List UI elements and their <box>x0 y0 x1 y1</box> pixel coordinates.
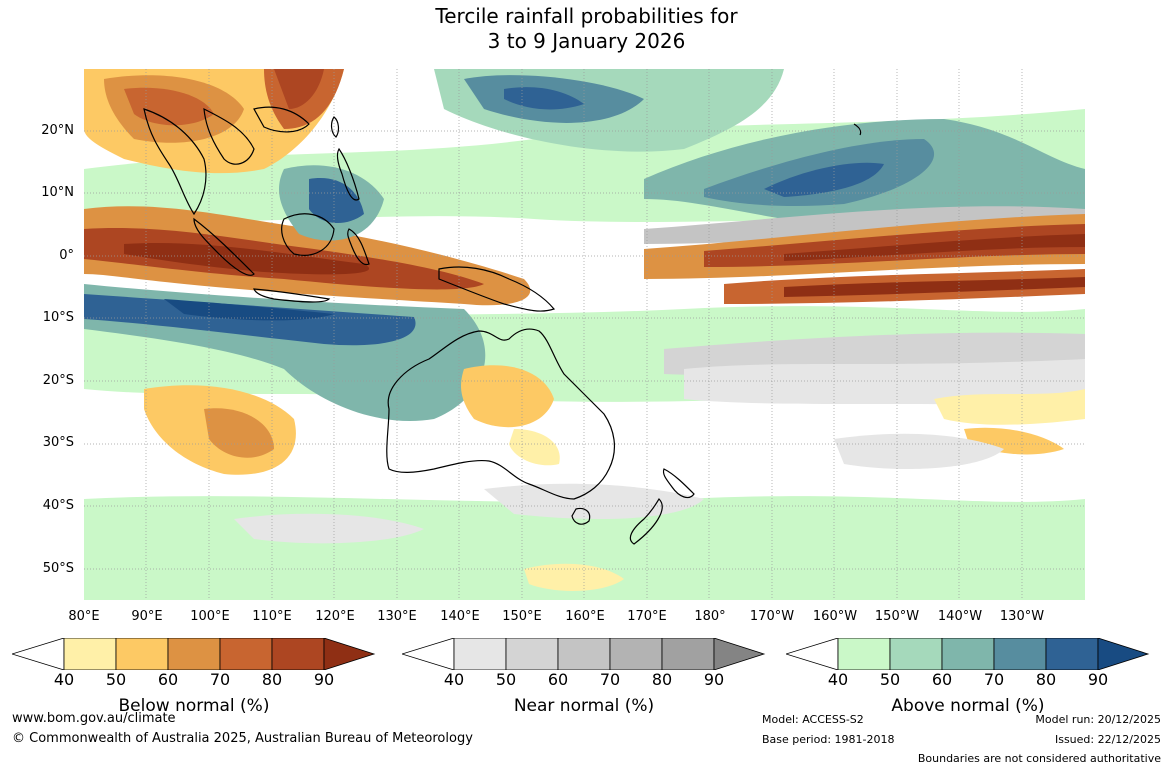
lat-label-0: 0° <box>59 248 74 263</box>
colorbar-swatch <box>453 638 507 670</box>
lon-label-170w: 170°W <box>749 609 795 624</box>
colorbar-swatch <box>889 638 943 670</box>
lon-label-130w: 130°W <box>999 609 1045 624</box>
lon-label-160w: 160°W <box>812 609 858 624</box>
indochina-coast <box>143 108 207 216</box>
lon-label-100e: 100°E <box>190 609 230 624</box>
colorbar-tick: 60 <box>931 670 953 689</box>
colorbar-swatch <box>219 638 273 670</box>
colorbar-swatch <box>63 638 117 670</box>
lon-label-90e: 90°E <box>131 609 163 624</box>
colorbar-extend-arrow <box>1097 638 1150 670</box>
footer-disclaimer: Boundaries are not considered authoritat… <box>917 752 1161 765</box>
lat-label-10n: 10°N <box>41 185 74 200</box>
colorbar-swatch <box>993 638 1047 670</box>
colorbar-extend-arrow <box>323 638 376 670</box>
lon-label-120e: 120°E <box>315 609 355 624</box>
colorbar-tick: 90 <box>703 670 725 689</box>
lon-label-110e: 110°E <box>252 609 292 624</box>
colorbar-extend-arrow <box>713 638 766 670</box>
colorbar-swatch <box>661 638 715 670</box>
footer-url[interactable]: www.bom.gov.au/climate <box>12 711 176 726</box>
colorbar-tick: 80 <box>651 670 673 689</box>
lat-label-20n: 20°N <box>41 123 74 138</box>
colorbar-tick: 80 <box>261 670 283 689</box>
lon-label-140e: 140°E <box>440 609 480 624</box>
colorbar-near-normal <box>402 638 766 670</box>
footer-model-run: Model run: 20/12/2025 <box>1035 713 1161 726</box>
nz-south-coast <box>629 498 663 545</box>
lat-label-20s: 20°S <box>42 373 74 388</box>
colorbar-tick: 60 <box>547 670 569 689</box>
map-title: Tercile rainfall probabilities for 3 to … <box>0 4 1173 54</box>
colorbar-below-normal <box>12 638 376 670</box>
colorbar-swatch <box>557 638 611 670</box>
lat-label-50s: 50°S <box>42 561 74 576</box>
colorbar-tick: 40 <box>53 670 75 689</box>
lon-label-80e: 80°E <box>68 609 100 624</box>
title-line-1: Tercile rainfall probabilities for <box>435 4 738 28</box>
lon-label-130e: 130°E <box>377 609 417 624</box>
colorbar-tick: 40 <box>443 670 465 689</box>
footer-base-period: Base period: 1981-2018 <box>762 733 895 746</box>
coastlines <box>143 106 862 545</box>
colorbar-swatch <box>115 638 169 670</box>
colorbar-tick: 90 <box>313 670 335 689</box>
vietnam-coast <box>203 107 255 165</box>
colorbar-tick: 70 <box>599 670 621 689</box>
lat-label-40s: 40°S <box>42 498 74 513</box>
probability-fields <box>84 69 1085 600</box>
colorbar-label-near: Near normal (%) <box>513 696 655 716</box>
colorbar-swatch <box>609 638 663 670</box>
colorbar-tick: 40 <box>827 670 849 689</box>
footer-issued: Issued: 22/12/2025 <box>1054 733 1161 746</box>
nz-north-coast <box>662 468 695 499</box>
footer-copyright: © Commonwealth of Australia 2025, Austra… <box>12 731 473 746</box>
lon-label-170e: 170°E <box>627 609 667 624</box>
sumatra-coast <box>193 217 255 276</box>
colorbar-tick: 60 <box>157 670 179 689</box>
colorbar-label-below: Below normal (%) <box>118 696 270 716</box>
colorbar-label-above: Above normal (%) <box>891 696 1045 716</box>
title-line-2: 3 to 9 January 2026 <box>487 29 686 53</box>
colorbar-tick: 70 <box>983 670 1005 689</box>
graticule <box>84 69 1085 600</box>
colorbar-tick: 50 <box>495 670 517 689</box>
tasmania-coast <box>571 507 591 525</box>
colorbar-above-normal <box>786 638 1150 670</box>
colorbar-swatch <box>1045 638 1099 670</box>
new-guinea-coast <box>438 266 556 312</box>
lon-label-180: 180° <box>694 609 726 624</box>
philippines-coast <box>336 147 360 201</box>
lon-label-160e: 160°E <box>565 609 605 624</box>
rainfall-probability-map[interactable] <box>84 69 1085 600</box>
sulawesi-coast <box>347 228 370 266</box>
colorbar-tick: 50 <box>105 670 127 689</box>
colorbar-swatch <box>941 638 995 670</box>
colorbar-swatch <box>167 638 221 670</box>
colorbar-tick: 90 <box>1087 670 1109 689</box>
colorbar-tick: 50 <box>879 670 901 689</box>
lon-label-150w: 150°W <box>874 609 920 624</box>
colorbar-tick: 80 <box>1035 670 1057 689</box>
lat-label-30s: 30°S <box>42 435 74 450</box>
lon-label-150e: 150°E <box>502 609 542 624</box>
australia-coast <box>386 328 616 500</box>
lat-label-10s: 10°S <box>42 310 74 325</box>
taiwan-coast <box>330 116 340 138</box>
colorbar-swatch <box>505 638 559 670</box>
footer-model: Model: ACCESS-S2 <box>762 713 864 726</box>
hawaii-coast <box>853 123 862 136</box>
lon-label-140w: 140°W <box>937 609 983 624</box>
java-coast <box>253 288 331 303</box>
borneo-coast <box>281 213 335 256</box>
colorbar-swatch <box>837 638 891 670</box>
map-canvas <box>84 69 1085 600</box>
china-coast <box>253 106 310 133</box>
colorbar-swatch <box>271 638 325 670</box>
colorbar-tick: 70 <box>209 670 231 689</box>
